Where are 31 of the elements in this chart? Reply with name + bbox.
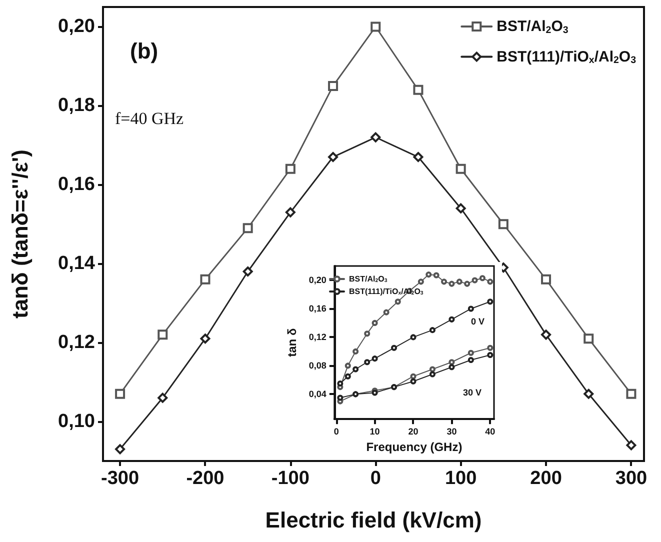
x-tick-label: 0 [334, 426, 339, 437]
x-axis-title: Electric field (kV/cm) [265, 508, 482, 532]
x-tick-label: 300 [615, 468, 648, 489]
y-tick-label: 0,18 [58, 95, 95, 116]
y-tick-label: 0,14 [58, 253, 96, 274]
y-tick-label: 0,12 [308, 332, 326, 342]
x-axis-title: Frequency (GHz) [366, 440, 462, 454]
x-tick-label: 20 [408, 426, 418, 437]
x-tick-label: 40 [485, 426, 496, 437]
x-tick-label: 100 [444, 468, 477, 489]
x-tick-label: -300 [101, 468, 140, 489]
y-tick-label: 0,20 [308, 275, 326, 286]
x-tick-label: 10 [370, 426, 380, 437]
annotation: (b) [130, 38, 158, 64]
annotation: f=40 GHz [115, 109, 184, 128]
y-tick-label: 0,20 [58, 16, 95, 38]
x-tick-label: -100 [271, 468, 310, 489]
y-tick-label: 0,12 [58, 332, 95, 354]
x-tick-label: 200 [530, 468, 562, 489]
y-tick-label: 0,16 [58, 174, 95, 196]
x-tick-label: 0 [370, 468, 381, 489]
y-tick-label: 0,04 [308, 389, 326, 400]
x-tick-label: -200 [186, 468, 224, 489]
y-axis-title: tan δ [285, 328, 299, 357]
annotation: 0 V [471, 316, 485, 326]
y-tick-label: 0,10 [58, 411, 95, 432]
y-tick-label: 0,08 [308, 360, 326, 371]
y-tick-label: 0,16 [308, 304, 326, 314]
annotation: 30 V [463, 388, 482, 398]
y-axis-title: tanδ (tanδ=ε''/ε') [8, 150, 32, 318]
x-tick-label: 30 [446, 426, 457, 437]
